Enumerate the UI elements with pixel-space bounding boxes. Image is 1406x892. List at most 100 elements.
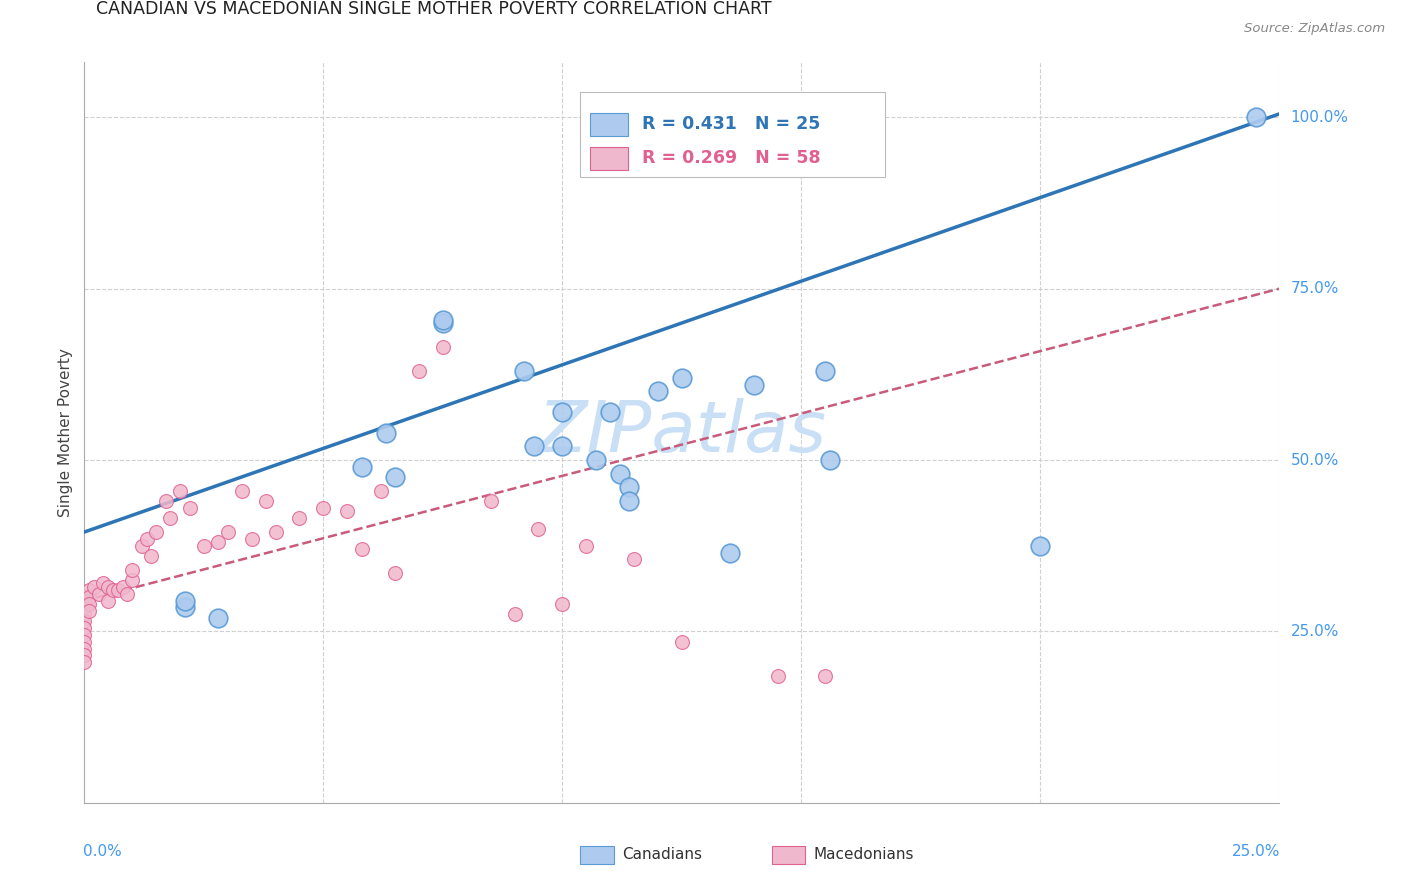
- Point: [312, 501, 335, 516]
- Point: [73, 628, 96, 642]
- Point: [179, 501, 201, 516]
- Point: [479, 494, 502, 508]
- Point: [107, 583, 129, 598]
- Point: [599, 405, 621, 419]
- Point: [766, 669, 789, 683]
- Point: [609, 467, 631, 481]
- Point: [551, 597, 574, 611]
- FancyBboxPatch shape: [591, 146, 628, 170]
- Point: [374, 425, 396, 440]
- Point: [264, 524, 287, 539]
- Text: Canadians: Canadians: [623, 847, 702, 863]
- Point: [169, 483, 191, 498]
- Point: [155, 494, 177, 508]
- Point: [121, 563, 143, 577]
- Point: [585, 453, 607, 467]
- Point: [121, 573, 143, 587]
- Text: R = 0.269   N = 58: R = 0.269 N = 58: [643, 150, 821, 168]
- Point: [432, 312, 454, 326]
- Y-axis label: Single Mother Poverty: Single Mother Poverty: [58, 348, 73, 517]
- Text: Macedonians: Macedonians: [814, 847, 914, 863]
- Point: [240, 532, 263, 546]
- Point: [101, 583, 124, 598]
- Point: [145, 524, 167, 539]
- Point: [350, 459, 373, 474]
- Point: [193, 539, 215, 553]
- Point: [93, 576, 115, 591]
- Point: [97, 593, 120, 607]
- Point: [207, 610, 229, 624]
- Point: [350, 542, 373, 557]
- Point: [73, 641, 96, 656]
- Point: [370, 483, 392, 498]
- Point: [503, 607, 526, 622]
- Point: [73, 607, 96, 622]
- Text: ZIPatlas: ZIPatlas: [537, 398, 827, 467]
- Point: [173, 600, 195, 615]
- Point: [73, 621, 96, 635]
- Point: [1244, 110, 1267, 124]
- Point: [73, 600, 96, 615]
- Point: [718, 545, 741, 559]
- Point: [73, 655, 96, 669]
- Point: [73, 614, 96, 628]
- Point: [141, 549, 163, 563]
- Point: [408, 364, 430, 378]
- Point: [73, 648, 96, 663]
- Point: [432, 340, 454, 354]
- Point: [173, 593, 195, 607]
- Point: [742, 377, 765, 392]
- Point: [1029, 539, 1052, 553]
- Point: [814, 669, 837, 683]
- Point: [623, 552, 645, 566]
- Point: [575, 539, 598, 553]
- Point: [77, 583, 100, 598]
- Point: [527, 522, 550, 536]
- Text: 75.0%: 75.0%: [1291, 281, 1339, 296]
- Point: [117, 587, 139, 601]
- Point: [73, 634, 96, 648]
- FancyBboxPatch shape: [581, 92, 886, 178]
- Point: [83, 580, 105, 594]
- Point: [288, 511, 311, 525]
- Point: [217, 524, 239, 539]
- Point: [432, 316, 454, 330]
- Point: [336, 504, 359, 518]
- Point: [207, 535, 229, 549]
- FancyBboxPatch shape: [591, 112, 628, 136]
- Point: [131, 539, 153, 553]
- Text: CANADIAN VS MACEDONIAN SINGLE MOTHER POVERTY CORRELATION CHART: CANADIAN VS MACEDONIAN SINGLE MOTHER POV…: [96, 0, 772, 18]
- Text: 25.0%: 25.0%: [1291, 624, 1339, 639]
- Point: [231, 483, 253, 498]
- Point: [818, 453, 841, 467]
- Text: 50.0%: 50.0%: [1291, 452, 1339, 467]
- Point: [384, 470, 406, 484]
- Point: [97, 580, 120, 594]
- Point: [77, 604, 100, 618]
- Text: Source: ZipAtlas.com: Source: ZipAtlas.com: [1244, 22, 1385, 36]
- Point: [523, 439, 546, 453]
- Text: 0.0%: 0.0%: [83, 844, 122, 858]
- Point: [254, 494, 277, 508]
- Point: [647, 384, 669, 399]
- Point: [814, 364, 837, 378]
- Point: [384, 566, 406, 581]
- Point: [671, 634, 693, 648]
- Point: [619, 494, 641, 508]
- Point: [671, 371, 693, 385]
- Text: 25.0%: 25.0%: [1232, 844, 1281, 858]
- Point: [513, 364, 536, 378]
- Point: [159, 511, 181, 525]
- Point: [73, 593, 96, 607]
- Point: [77, 597, 100, 611]
- Point: [619, 480, 641, 494]
- FancyBboxPatch shape: [772, 846, 806, 864]
- Point: [73, 590, 96, 604]
- Point: [77, 590, 100, 604]
- Point: [87, 587, 110, 601]
- Point: [551, 405, 574, 419]
- FancyBboxPatch shape: [581, 846, 614, 864]
- Point: [135, 532, 157, 546]
- Point: [111, 580, 134, 594]
- Text: 100.0%: 100.0%: [1291, 110, 1348, 125]
